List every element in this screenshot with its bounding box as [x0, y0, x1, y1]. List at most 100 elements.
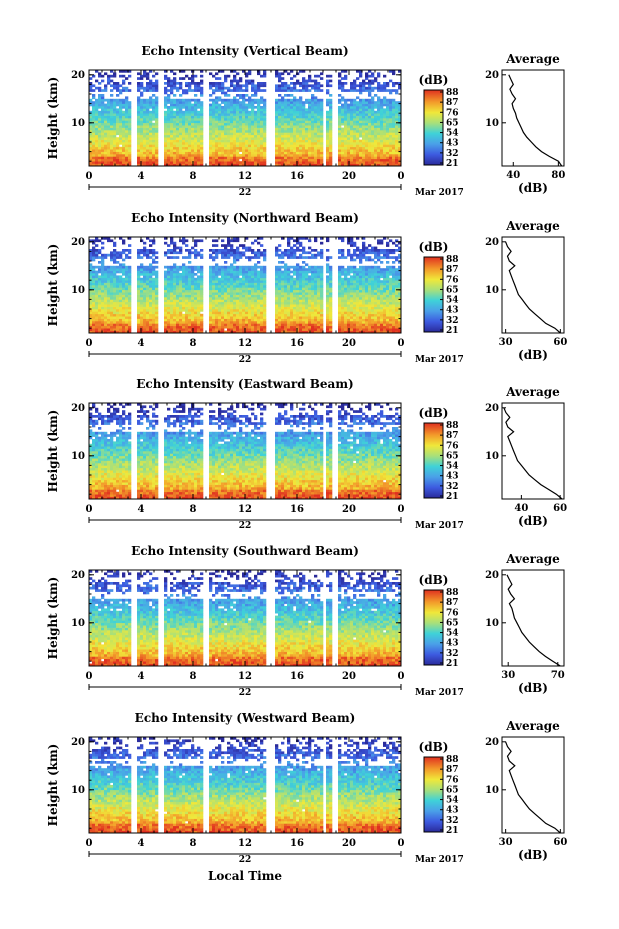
heatmap-cell	[164, 144, 168, 148]
heatmap-cell	[116, 294, 120, 298]
heatmap-cell	[137, 316, 141, 319]
heatmap-cell	[89, 280, 93, 283]
heatmap-cell	[338, 158, 342, 162]
heatmap-cell	[239, 253, 243, 257]
heatmap-cell	[236, 256, 240, 259]
heatmap-cell	[230, 122, 234, 126]
heatmap-cell	[212, 127, 216, 131]
heatmap-cell	[107, 268, 111, 271]
heatmap-cell	[398, 110, 402, 114]
heatmap-cell	[125, 273, 129, 276]
heatmap-cell	[113, 156, 117, 160]
heatmap-cell	[140, 118, 144, 121]
heatmap-cell	[356, 103, 360, 107]
heatmap-cell	[290, 142, 294, 145]
heatmap-cell	[371, 142, 375, 145]
heatmap-cell	[170, 311, 174, 315]
heatmap-cell	[284, 98, 288, 102]
heatmap-cell	[197, 297, 201, 300]
heatmap-cell	[293, 142, 297, 145]
heatmap-cell	[92, 268, 96, 271]
heatmap-cell	[326, 103, 330, 107]
heatmap-cell	[194, 108, 198, 112]
heatmap-cell	[170, 313, 174, 317]
heatmap-cell	[392, 113, 396, 116]
heatmap-cell	[107, 311, 111, 315]
heatmap-cell	[383, 154, 387, 157]
heatmap-cell	[251, 149, 255, 152]
heatmap-cell	[284, 137, 288, 140]
heatmap-cell	[176, 311, 180, 315]
heatmap-cell	[251, 280, 255, 283]
heatmap-cell	[230, 125, 234, 128]
heatmap-cell	[125, 103, 129, 107]
heatmap-cell	[140, 287, 144, 291]
heatmap-cell	[110, 84, 114, 88]
heatmap-cell	[230, 321, 234, 324]
heatmap-cell	[260, 108, 264, 112]
heatmap-cell	[326, 163, 330, 167]
heatmap-cell	[149, 154, 153, 157]
heatmap-cell	[146, 86, 150, 90]
heatmap-cell	[152, 89, 156, 92]
heatmap-cell	[194, 244, 198, 247]
heatmap-cell	[200, 130, 204, 133]
heatmap-cell	[350, 118, 354, 121]
heatmap-cell	[185, 91, 189, 95]
heatmap-cell	[101, 263, 105, 267]
heatmap-cell	[398, 127, 402, 131]
heatmap-cell	[254, 118, 258, 121]
heatmap-cell	[98, 137, 102, 140]
heatmap-cell	[338, 101, 342, 104]
heatmap-cell	[209, 98, 213, 102]
heatmap-cell	[191, 304, 195, 307]
heatmap-cell	[107, 158, 111, 162]
heatmap-cell	[347, 120, 351, 124]
heatmap-cell	[296, 113, 300, 116]
heatmap-cell	[182, 304, 186, 307]
heatmap-cell	[116, 146, 120, 150]
heatmap-cell	[92, 325, 96, 329]
heatmap-cell	[245, 237, 249, 240]
heatmap-cell	[293, 106, 297, 109]
heatmap-cell	[344, 134, 348, 138]
heatmap-cell	[218, 161, 222, 164]
heatmap-cell	[170, 282, 174, 286]
heatmap-cell	[122, 110, 126, 114]
heatmap-cell	[215, 287, 219, 291]
heatmap-cell	[185, 134, 189, 138]
heatmap-cell	[317, 113, 321, 116]
heatmap-cell	[89, 127, 93, 131]
heatmap-cell	[155, 318, 159, 322]
heatmap-cell	[254, 134, 258, 138]
heatmap-cell	[146, 77, 150, 80]
heatmap-cell	[179, 311, 183, 315]
heatmap-cell	[185, 292, 189, 295]
heatmap-cell	[281, 163, 285, 167]
heatmap-cell	[326, 137, 330, 140]
heatmap-cell	[101, 311, 105, 315]
heatmap-cell	[263, 313, 267, 317]
heatmap-cell	[260, 304, 264, 307]
heatmap-cell	[311, 158, 315, 162]
heatmap-cell	[155, 328, 159, 331]
heatmap-cell	[257, 142, 261, 145]
heatmap-cell	[104, 287, 108, 291]
heatmap-cell	[263, 251, 267, 255]
heatmap-cell	[374, 94, 378, 97]
heatmap-cell	[173, 318, 177, 322]
heatmap-cell	[182, 158, 186, 162]
heatmap-cell	[227, 285, 231, 288]
heatmap-cell	[113, 321, 117, 324]
heatmap-cell	[227, 241, 231, 245]
heatmap-cell	[149, 239, 153, 243]
heatmap-cell	[185, 120, 189, 124]
heatmap-cell	[89, 158, 93, 162]
heatmap-cell	[251, 249, 255, 252]
heatmap-cell	[173, 241, 177, 245]
heatmap-cell	[125, 151, 129, 155]
heatmap-cell	[212, 142, 216, 145]
heatmap-cell	[347, 132, 351, 136]
heatmap-cell	[302, 163, 306, 167]
